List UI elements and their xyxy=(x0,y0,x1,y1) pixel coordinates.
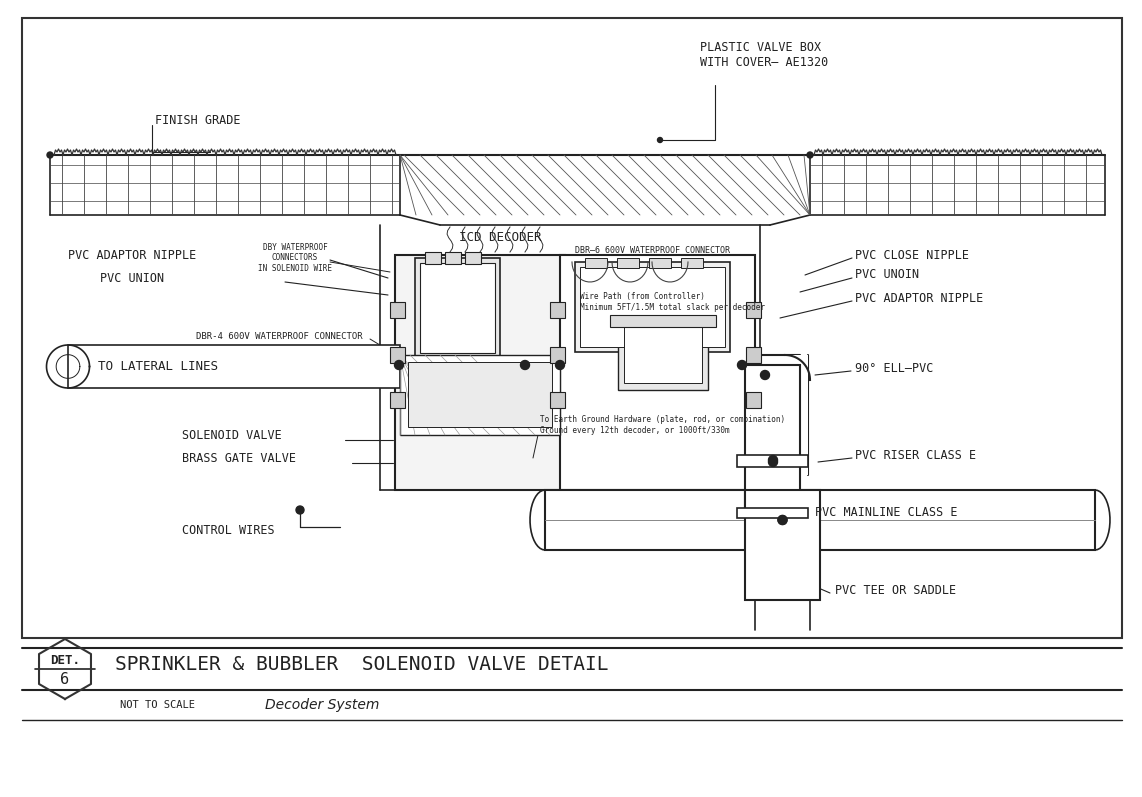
Bar xyxy=(560,255,755,490)
Text: PVC TEE OR SADDLE: PVC TEE OR SADDLE xyxy=(835,583,956,596)
Text: PVC UNOIN: PVC UNOIN xyxy=(855,269,919,281)
Text: PVC ADAPTOR NIPPLE: PVC ADAPTOR NIPPLE xyxy=(855,292,983,304)
Text: DBR-4 600V WATERPROOF CONNECTOR: DBR-4 600V WATERPROOF CONNECTOR xyxy=(196,332,363,340)
Circle shape xyxy=(296,506,304,514)
Bar xyxy=(391,302,405,318)
Bar xyxy=(737,455,809,467)
Bar xyxy=(681,258,703,268)
Bar xyxy=(745,365,801,515)
Bar xyxy=(649,258,671,268)
Circle shape xyxy=(778,516,787,524)
Text: BRASS GATE VALVE: BRASS GATE VALVE xyxy=(182,451,296,465)
Circle shape xyxy=(778,516,787,524)
Text: TO LATERAL LINES: TO LATERAL LINES xyxy=(98,360,218,373)
Bar xyxy=(69,345,400,388)
Text: SOLENOID VALVE: SOLENOID VALVE xyxy=(182,429,282,442)
Bar xyxy=(737,508,809,518)
Bar xyxy=(545,490,1095,550)
Text: Decoder System: Decoder System xyxy=(265,698,379,712)
Bar xyxy=(391,347,405,363)
Bar xyxy=(395,255,565,490)
Circle shape xyxy=(555,360,564,370)
Text: PVC ADAPTOR NIPPLE: PVC ADAPTOR NIPPLE xyxy=(69,249,196,261)
Bar xyxy=(22,18,1121,638)
Bar xyxy=(585,258,608,268)
Text: PVC MAINLINE CLASS E: PVC MAINLINE CLASS E xyxy=(815,507,957,520)
Text: SPRINKLER & BUBBLER  SOLENOID VALVE DETAIL: SPRINKLER & BUBBLER SOLENOID VALVE DETAI… xyxy=(115,654,609,673)
Bar xyxy=(420,263,494,353)
Text: NOT TO SCALE: NOT TO SCALE xyxy=(120,700,195,710)
Text: ICD DECODER: ICD DECODER xyxy=(459,230,541,244)
Bar xyxy=(550,392,565,408)
Text: PLASTIC VALVE BOX
WITH COVER– AE1320: PLASTIC VALVE BOX WITH COVER– AE1320 xyxy=(700,41,828,69)
Bar xyxy=(576,262,730,352)
Bar xyxy=(610,315,716,327)
Bar xyxy=(746,392,761,408)
Text: 90° ELL–PVC: 90° ELL–PVC xyxy=(855,362,933,375)
Circle shape xyxy=(658,138,662,143)
Bar xyxy=(550,302,565,318)
Bar xyxy=(465,252,481,264)
Circle shape xyxy=(738,360,747,370)
Bar xyxy=(425,252,441,264)
Text: DBR–6 600V WATERPROOF CONNECTOR: DBR–6 600V WATERPROOF CONNECTOR xyxy=(576,245,730,254)
Circle shape xyxy=(807,152,813,158)
Bar xyxy=(746,347,761,363)
Text: DET.: DET. xyxy=(50,654,80,668)
Text: Wire Path (from Controller)
Minimum 5FT/1.5M total slack per decoder: Wire Path (from Controller) Minimum 5FT/… xyxy=(580,292,765,312)
Text: CONTROL WIRES: CONTROL WIRES xyxy=(182,524,274,536)
Bar xyxy=(415,258,500,358)
Bar xyxy=(391,392,405,408)
Text: PVC RISER CLASS E: PVC RISER CLASS E xyxy=(855,449,976,461)
Text: DBY WATERPROOF
CONNECTORS
IN SOLENOID WIRE: DBY WATERPROOF CONNECTORS IN SOLENOID WI… xyxy=(258,243,332,273)
Text: 6: 6 xyxy=(61,672,70,686)
Text: PVC UNION: PVC UNION xyxy=(100,272,164,285)
Circle shape xyxy=(47,152,53,158)
Circle shape xyxy=(394,360,403,370)
Circle shape xyxy=(521,360,530,370)
Text: PVC CLOSE NIPPLE: PVC CLOSE NIPPLE xyxy=(855,249,970,261)
Bar xyxy=(617,258,640,268)
Bar xyxy=(746,302,761,318)
Circle shape xyxy=(761,371,770,379)
Bar xyxy=(408,362,552,427)
Circle shape xyxy=(769,457,778,466)
Bar xyxy=(550,347,565,363)
Bar xyxy=(400,355,560,435)
Text: FINISH GRADE: FINISH GRADE xyxy=(155,113,241,127)
Bar xyxy=(624,325,702,383)
Text: To Earth Ground Hardware (plate, rod, or combination)
Ground every 12th decoder,: To Earth Ground Hardware (plate, rod, or… xyxy=(540,415,786,434)
Circle shape xyxy=(769,456,778,465)
Bar xyxy=(445,252,461,264)
Bar xyxy=(580,267,725,347)
Bar xyxy=(618,320,708,390)
Bar xyxy=(745,490,820,600)
Bar xyxy=(785,355,809,475)
